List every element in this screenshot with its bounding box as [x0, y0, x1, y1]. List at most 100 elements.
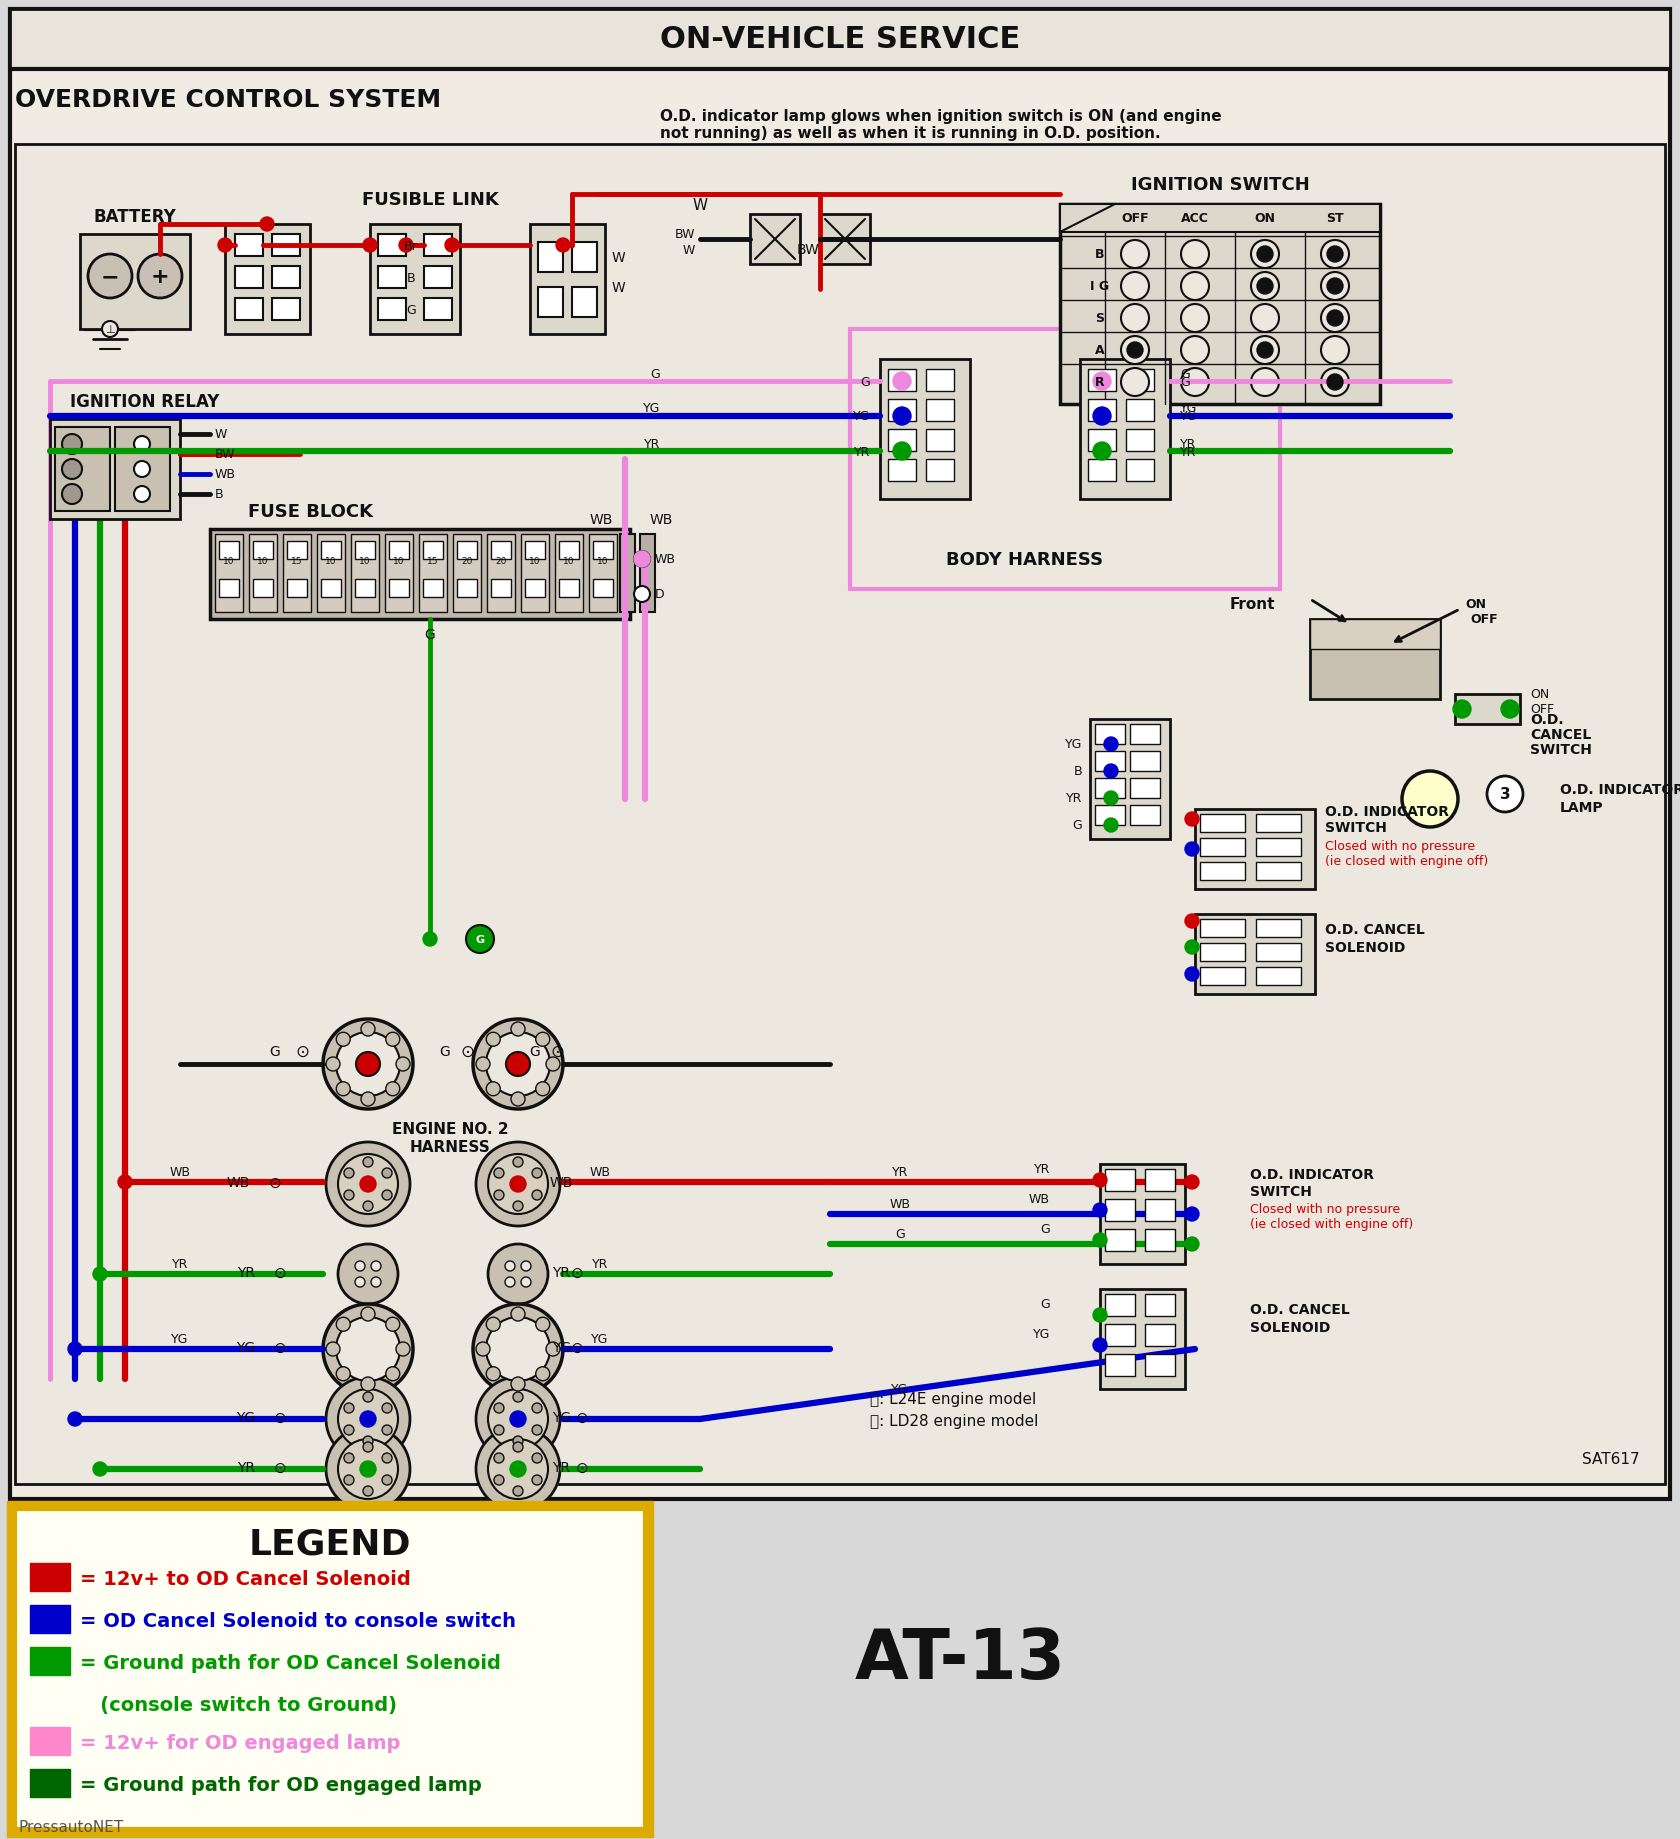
- Bar: [1126, 370, 1154, 392]
- Circle shape: [1327, 311, 1342, 327]
- Circle shape: [512, 1157, 522, 1168]
- Bar: [423, 235, 452, 257]
- Bar: [526, 543, 544, 559]
- Bar: [10, 9, 1670, 1499]
- Bar: [640, 535, 655, 612]
- Circle shape: [344, 1425, 354, 1434]
- Circle shape: [62, 460, 82, 480]
- Text: G: G: [895, 1228, 906, 1241]
- Bar: [593, 543, 613, 559]
- Bar: [30, 1648, 71, 1675]
- Text: YG: YG: [235, 1411, 255, 1423]
- Text: O.D. indicator lamp glows when ignition switch is ON (and engine
not running) as: O.D. indicator lamp glows when ignition …: [660, 109, 1221, 142]
- Circle shape: [338, 1388, 398, 1449]
- Text: G: G: [1040, 1298, 1050, 1311]
- Circle shape: [894, 408, 911, 427]
- Circle shape: [344, 1475, 354, 1486]
- Text: YG: YG: [553, 1411, 571, 1423]
- Circle shape: [1094, 373, 1110, 390]
- Bar: [1131, 805, 1159, 826]
- Circle shape: [92, 1267, 108, 1282]
- Circle shape: [1121, 241, 1149, 268]
- Circle shape: [633, 552, 650, 568]
- Bar: [1131, 778, 1159, 798]
- Text: G: G: [269, 1045, 281, 1059]
- Text: ⓓ: LD28 engine model: ⓓ: LD28 engine model: [870, 1414, 1038, 1429]
- Circle shape: [506, 1052, 529, 1076]
- Text: YR: YR: [892, 1166, 909, 1179]
- Bar: [571, 289, 596, 318]
- Circle shape: [1104, 791, 1117, 805]
- Circle shape: [336, 1317, 349, 1331]
- Bar: [1200, 920, 1245, 938]
- Circle shape: [361, 1177, 375, 1192]
- Circle shape: [92, 1462, 108, 1477]
- Bar: [1089, 370, 1116, 392]
- Circle shape: [1184, 914, 1200, 929]
- Circle shape: [361, 1377, 375, 1392]
- Text: ⓖ: L24E engine model: ⓖ: L24E engine model: [870, 1392, 1037, 1407]
- Bar: [491, 543, 511, 559]
- Circle shape: [1121, 305, 1149, 333]
- Bar: [1095, 752, 1126, 772]
- Bar: [385, 535, 413, 612]
- Bar: [15, 145, 1665, 1484]
- Circle shape: [512, 1442, 522, 1453]
- Text: WB: WB: [549, 1175, 573, 1190]
- Text: G: G: [529, 1045, 541, 1059]
- Circle shape: [536, 1317, 549, 1331]
- Circle shape: [533, 1168, 543, 1179]
- Bar: [1105, 1170, 1136, 1192]
- Text: CANCEL: CANCEL: [1530, 728, 1591, 741]
- Bar: [1105, 1228, 1136, 1251]
- Bar: [1089, 399, 1116, 421]
- Circle shape: [1252, 370, 1278, 397]
- Circle shape: [386, 1317, 400, 1331]
- Bar: [1089, 430, 1116, 452]
- Text: ⊙: ⊙: [274, 1265, 286, 1280]
- Text: 10: 10: [563, 557, 575, 566]
- Text: WB: WB: [655, 554, 675, 566]
- Circle shape: [475, 1342, 491, 1355]
- Bar: [378, 267, 407, 289]
- Text: 15: 15: [427, 557, 438, 566]
- Bar: [1257, 943, 1300, 962]
- Circle shape: [62, 485, 82, 504]
- Circle shape: [511, 1308, 526, 1320]
- Bar: [1146, 1295, 1174, 1317]
- Circle shape: [486, 1081, 501, 1096]
- Circle shape: [338, 1155, 398, 1214]
- Circle shape: [494, 1453, 504, 1464]
- Text: Br: Br: [405, 239, 418, 252]
- Bar: [351, 535, 380, 612]
- Bar: [7, 1501, 654, 1837]
- Bar: [287, 543, 307, 559]
- Text: 10: 10: [326, 557, 336, 566]
- Text: B: B: [215, 487, 223, 502]
- Circle shape: [338, 1245, 398, 1304]
- Text: IGNITION RELAY: IGNITION RELAY: [71, 394, 220, 410]
- Circle shape: [894, 373, 911, 390]
- Circle shape: [323, 1304, 413, 1394]
- Circle shape: [1252, 241, 1278, 268]
- Text: YR: YR: [171, 1258, 188, 1271]
- Circle shape: [511, 1462, 526, 1477]
- Bar: [1105, 1324, 1136, 1346]
- Circle shape: [1104, 737, 1117, 752]
- Text: YG: YG: [591, 1333, 608, 1346]
- Text: YR: YR: [1065, 793, 1082, 805]
- Circle shape: [1094, 408, 1110, 427]
- Text: YR: YR: [591, 1258, 608, 1271]
- Bar: [521, 535, 549, 612]
- Text: Closed with no pressure: Closed with no pressure: [1326, 840, 1475, 853]
- Bar: [529, 224, 605, 335]
- Bar: [354, 543, 375, 559]
- Circle shape: [371, 1262, 381, 1271]
- Circle shape: [1252, 337, 1278, 364]
- Text: WB: WB: [170, 1166, 190, 1179]
- Bar: [1095, 805, 1126, 826]
- Text: SAT617: SAT617: [1583, 1451, 1640, 1468]
- Bar: [571, 243, 596, 272]
- Circle shape: [1121, 272, 1149, 302]
- Text: YG: YG: [235, 1341, 255, 1354]
